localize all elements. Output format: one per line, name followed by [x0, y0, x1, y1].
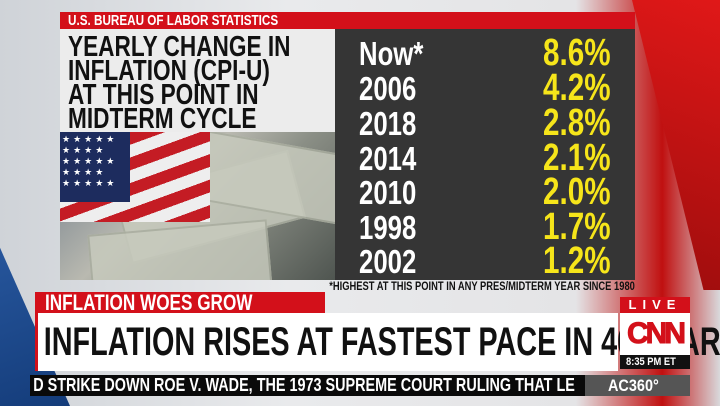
table-row: 1998 1.7% [359, 206, 611, 248]
table-row: 2006 4.2% [359, 67, 611, 109]
row-value: 8.6% [543, 32, 611, 74]
row-value: 1.7% [543, 206, 611, 248]
source-text: U.S. BUREAU OF LABOR STATISTICS [68, 12, 279, 29]
story-tag-text: INFLATION WOES GROW [45, 290, 253, 315]
row-value: 4.2% [543, 67, 611, 109]
row-label: Now* [359, 35, 424, 72]
table-row: 2018 2.8% [359, 102, 611, 144]
table-row: 2010 2.0% [359, 171, 611, 213]
row-label: 1998 [359, 209, 417, 246]
row-label: 2002 [359, 243, 417, 280]
dollar-bill [87, 219, 273, 280]
time-display: 8:35 PM ET [620, 355, 690, 369]
live-badge: LIVE [620, 297, 690, 313]
inflation-table: Now* 8.6% 2006 4.2% 2018 2.8% 2014 2.1% 2010… [335, 29, 635, 280]
table-row: Now* 8.6% [359, 32, 611, 74]
news-ticker: D STRIKE DOWN ROE V. WADE, THE 1973 SUPR… [30, 375, 585, 396]
title-line: YEARLY CHANGE IN [68, 31, 291, 63]
show-bug: AC360° [585, 375, 690, 396]
headline: INFLATION RISES AT FASTEST PACE IN 40 YE… [43, 320, 720, 364]
cnn-logo-text: CNN [627, 317, 687, 351]
title-line: MIDTERM CYCLE [68, 103, 257, 135]
row-label: 2018 [359, 105, 417, 142]
story-tag: INFLATION WOES GROW [35, 290, 325, 315]
row-label: 2006 [359, 70, 417, 107]
graphic-title: YEARLY CHANGE IN INFLATION (CPI-U) AT TH… [60, 29, 335, 135]
title-line: AT THIS POINT IN [68, 79, 259, 111]
flag-and-money-image: ★★★★★ ★★★★ ★★★★★ ★★★★ ★★★★★ [60, 132, 335, 280]
us-flag: ★★★★★ ★★★★ ★★★★★ ★★★★ ★★★★★ [60, 132, 210, 222]
ticker-text: D STRIKE DOWN ROE V. WADE, THE 1973 SUPR… [33, 375, 575, 395]
table-row: 2014 2.1% [359, 137, 611, 179]
cnn-logo: CNN [620, 313, 690, 355]
footnote-text: *HIGHEST AT THIS POINT IN ANY PRES/MIDTE… [329, 279, 635, 293]
source-header: U.S. BUREAU OF LABOR STATISTICS [60, 12, 635, 29]
time-text: 8:35 PM ET [625, 356, 676, 368]
row-value: 2.8% [543, 102, 611, 144]
row-value: 2.0% [543, 171, 611, 213]
row-value: 1.2% [543, 240, 611, 282]
headline-band: INFLATION RISES AT FASTEST PACE IN 40 YE… [35, 313, 720, 371]
row-label: 2010 [359, 174, 417, 211]
title-line: INFLATION (CPI-U) [68, 55, 270, 87]
show-name: AC360° [607, 376, 659, 395]
row-value: 2.1% [543, 137, 611, 179]
table-row: 2002 1.2% [359, 240, 611, 282]
row-label: 2014 [359, 140, 417, 177]
footnote: *HIGHEST AT THIS POINT IN ANY PRES/MIDTE… [243, 279, 635, 293]
